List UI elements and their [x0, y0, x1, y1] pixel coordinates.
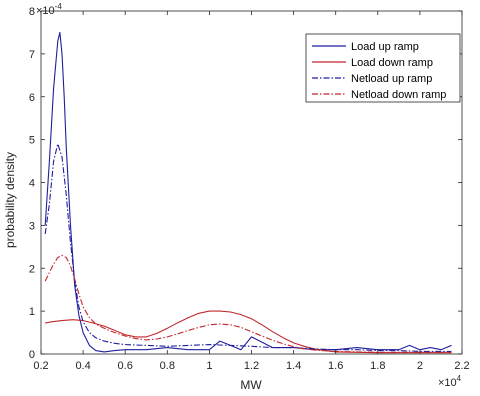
svg-text:×10-4: ×10-4: [36, 2, 62, 17]
series-layer: [44, 31, 452, 354]
y-axis-label: probability density: [3, 152, 17, 248]
y-multiplier: ×10-4: [36, 2, 62, 17]
x-tick-label: 0.8: [160, 360, 175, 372]
series-line-3: [44, 143, 452, 352]
series-line-1: [44, 31, 452, 353]
legend-box: [305, 33, 461, 103]
x-tick-label: 1.8: [370, 360, 385, 372]
legend-label-load-down: Load down ramp: [351, 57, 433, 69]
svg-text:×104: ×104: [438, 374, 462, 389]
series-line-4: [44, 254, 452, 353]
y-tick-label: 2: [29, 263, 35, 275]
x-tick-label: 0.2: [33, 360, 48, 372]
x-multiplier-base: ×10: [438, 377, 457, 389]
y-tick-label: 8: [29, 6, 35, 18]
y-tick-label: 3: [29, 220, 35, 232]
y-multiplier-exponent: -4: [55, 2, 63, 11]
x-multiplier: ×104: [438, 374, 462, 389]
legend-label-netload-up: Netload up ramp: [351, 73, 432, 85]
legend-label-load-up: Load up ramp: [351, 41, 419, 53]
legend: Load up ramp Load down ramp Netload up r…: [305, 33, 461, 103]
y-tick-label: 6: [29, 92, 35, 104]
y-multiplier-base: ×10: [36, 5, 55, 17]
y-tick-label: 1: [29, 306, 35, 318]
y-tick-label: 5: [29, 135, 35, 147]
x-tick-label: 2.2: [454, 360, 469, 372]
x-multiplier-exponent: 4: [457, 374, 462, 383]
legend-label-netload-down: Netload down ramp: [351, 89, 446, 101]
y-tick-label: 0: [29, 349, 35, 361]
x-tick-label: 1: [206, 360, 212, 372]
x-tick-label: 1.6: [328, 360, 343, 372]
x-tick-label: 1.2: [244, 360, 259, 372]
y-tick-label: 7: [29, 49, 35, 61]
y-tick-label: 4: [29, 178, 35, 190]
x-axis-label: MW: [240, 378, 262, 392]
x-tick-label: 0.4: [75, 360, 90, 372]
x-tick-label: 0.6: [118, 360, 133, 372]
x-tick-label: 1.4: [286, 360, 301, 372]
ticks-layer: 0.2 0.4 0.6 0.8 1 1.2 1.4 1.6 1.8 2 2.2 0 1 2 3 4 5 6 7 8: [29, 6, 470, 372]
x-tick-label: 2: [417, 360, 423, 372]
